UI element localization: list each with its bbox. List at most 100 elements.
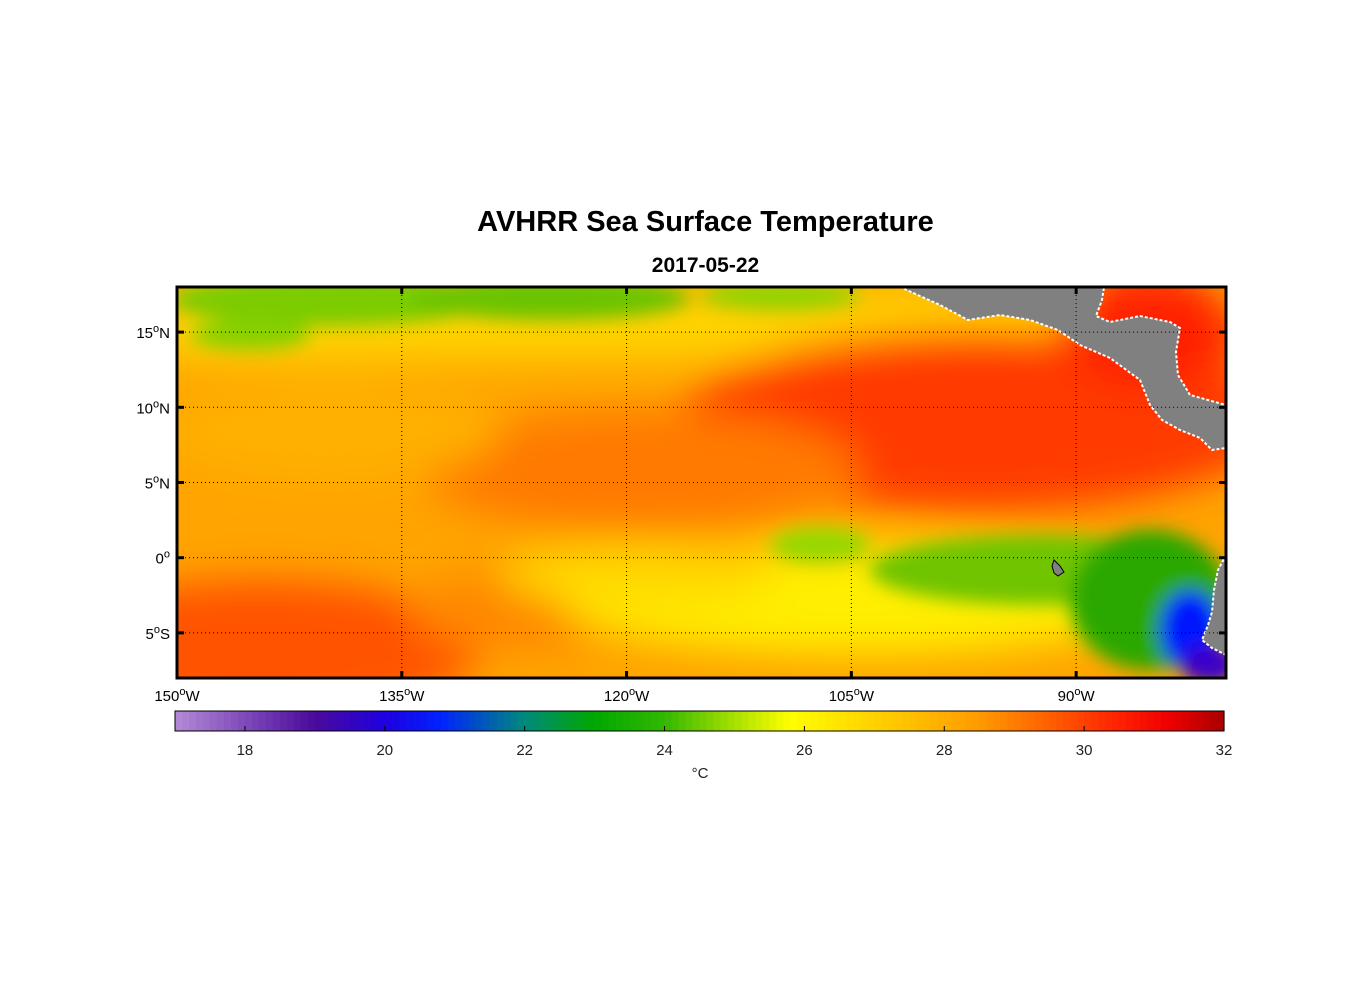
colorbar-swatch: [510, 711, 519, 731]
colorbar-swatch: [314, 711, 323, 731]
sst-field: [177, 287, 1226, 678]
lon-tick-label: 90oW: [1058, 686, 1096, 705]
colorbar-swatch: [727, 711, 736, 731]
lon-tick-num: 90: [1058, 688, 1075, 705]
colorbar-swatch: [762, 711, 771, 731]
colorbar-swatch: [482, 711, 491, 731]
colorbar-swatch: [1133, 711, 1141, 731]
colorbar-swatch: [1210, 711, 1218, 731]
central-america-land: [899, 287, 1226, 452]
colorbar-swatch: [958, 711, 966, 731]
colorbar-swatch: [1070, 711, 1078, 731]
colorbar-swatch: [335, 711, 344, 731]
colorbar-swatch: [1049, 711, 1057, 731]
colorbar-swatch: [370, 711, 379, 731]
colorbar-swatch: [524, 711, 533, 731]
colorbar-swatch: [720, 711, 729, 731]
colorbar-swatch: [916, 711, 924, 731]
lat-tick-degree: o: [154, 624, 160, 636]
colorbar-swatch: [608, 711, 617, 731]
colorbar-swatch: [776, 711, 785, 731]
colorbar-swatch: [678, 711, 687, 731]
colorbar-swatch: [363, 711, 372, 731]
colorbar-swatch: [769, 711, 778, 731]
colorbar-swatch: [755, 711, 764, 731]
lon-tick-degree: o: [629, 686, 635, 698]
colorbar-tick-label: 28: [936, 742, 953, 759]
colorbar-swatch: [867, 711, 875, 731]
colorbar-swatch: [349, 711, 358, 731]
lat-tick-label: 10oN: [136, 398, 170, 417]
colorbar-swatch: [1112, 711, 1120, 731]
colorbar-swatch: [832, 711, 840, 731]
colorbar-frame: [174, 710, 1225, 732]
lat-tick-hemi: N: [159, 400, 170, 417]
colorbar-swatch: [636, 711, 645, 731]
colorbar-swatch: [573, 711, 582, 731]
chart-date: 2017-05-22: [651, 254, 760, 277]
colorbar-swatch: [692, 711, 701, 731]
colorbar-swatch: [818, 711, 826, 731]
colorbar-swatch: [825, 711, 833, 731]
colorbar-swatch: [517, 711, 526, 731]
colorbar-swatch: [1021, 711, 1029, 731]
lon-tick-degree: o: [854, 686, 860, 698]
colorbar-swatch: [944, 711, 952, 731]
colorbar-tick-label: 32: [1216, 742, 1233, 759]
colorbar-swatch: [475, 711, 484, 731]
lat-tick-num: 15: [136, 325, 153, 342]
colorbar-swatch: [188, 711, 197, 731]
colorbar-swatch: [1014, 711, 1022, 731]
colorbar-swatch: [650, 711, 659, 731]
colorbar-swatch: [391, 711, 400, 731]
colorbar-tick-label: 24: [656, 742, 673, 759]
colorbar-swatch: [1119, 711, 1127, 731]
galapagos-land: [1051, 559, 1065, 577]
colorbar-swatch: [1077, 711, 1085, 731]
colorbar-tick-label: 22: [516, 742, 533, 759]
colorbar-swatch: [1000, 711, 1008, 731]
colorbar-swatch: [1098, 711, 1106, 731]
colorbar-swatch: [244, 711, 253, 731]
colorbar-swatch: [1140, 711, 1148, 731]
colorbar-swatch: [356, 711, 365, 731]
colorbar-swatch: [748, 711, 757, 731]
lon-tick-hemi: W: [1080, 688, 1095, 705]
colorbar-swatch: [615, 711, 624, 731]
lon-tick-label: 135oW: [379, 686, 425, 705]
colorbar-swatch: [1147, 711, 1155, 731]
colorbar-swatch: [321, 711, 330, 731]
colorbar-swatch: [440, 711, 449, 731]
colorbar-swatch: [503, 711, 512, 731]
lat-tick-hemi: S: [160, 626, 170, 643]
colorbar-swatch: [713, 711, 722, 731]
colorbar-swatch: [1105, 711, 1113, 731]
colorbar-swatch: [601, 711, 610, 731]
colorbar-tick-label: 18: [237, 742, 254, 759]
colorbar-swatch: [426, 711, 435, 731]
lon-tick-num: 120: [604, 688, 629, 705]
colorbar: 18 20 22 24 26 28 30 32: [174, 710, 1233, 759]
colorbar-swatch: [685, 711, 694, 731]
colorbar-swatch: [412, 711, 421, 731]
colorbar-swatch: [734, 711, 743, 731]
lat-tick-label: 5oS: [146, 624, 170, 643]
colorbar-swatch: [223, 711, 232, 731]
colorbar-swatch: [272, 711, 281, 731]
colorbar-swatch: [986, 711, 994, 731]
colorbar-swatch: [265, 711, 274, 731]
colorbar-swatch: [489, 711, 498, 731]
colorbar-swatch: [972, 711, 980, 731]
colorbar-swatch: [398, 711, 407, 731]
colorbar-swatch: [293, 711, 302, 731]
colorbar-swatch: [447, 711, 456, 731]
colorbar-swatch: [538, 711, 547, 731]
colorbar-swatch: [811, 711, 819, 731]
colorbar-swatch: [937, 711, 945, 731]
colorbar-swatch: [175, 711, 183, 731]
colorbar-swatch: [300, 711, 309, 731]
south-america-land: [1200, 554, 1226, 657]
colorbar-swatch: [342, 711, 351, 731]
colorbar-swatch: [643, 711, 652, 731]
